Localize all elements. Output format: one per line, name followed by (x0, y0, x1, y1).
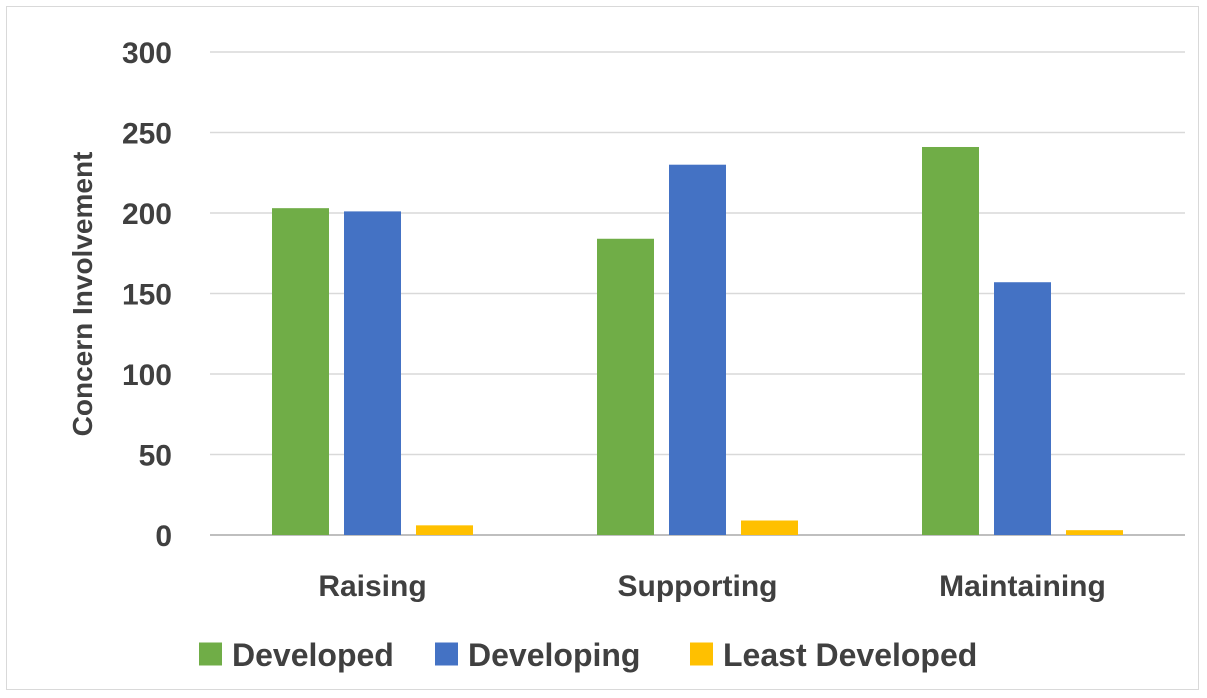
bar-supporting-least-developed (741, 520, 798, 535)
y-axis-title: Concern Involvement (67, 152, 98, 437)
bar-maintaining-developing (994, 282, 1051, 535)
x-category-label: Maintaining (939, 570, 1106, 603)
y-tick-label: 100 (122, 359, 172, 392)
y-tick-label: 150 (122, 279, 172, 312)
y-tick-label: 250 (122, 118, 172, 151)
legend-label: Developing (468, 637, 640, 673)
y-tick-labels: 0 50 100 150 200 250 300 (122, 37, 172, 553)
y-tick-label: 300 (122, 37, 172, 70)
x-category-label: Supporting (618, 570, 778, 603)
legend-swatch-developing (435, 642, 458, 666)
bar-raising-least-developed (416, 525, 473, 535)
legend-swatch-least-developed (690, 642, 713, 666)
bar-supporting-developing (669, 164, 726, 535)
x-category-labels: Raising Supporting Maintaining (318, 570, 1106, 603)
bars (272, 146, 1123, 536)
legend: Developed Developing Least Developed (199, 637, 977, 673)
y-tick-label: 0 (155, 520, 172, 553)
bar-maintaining-least-developed (1066, 530, 1123, 535)
legend-swatch-developed (199, 642, 222, 666)
x-category-label: Raising (318, 570, 426, 603)
y-tick-label: 200 (122, 198, 172, 231)
legend-label: Developed (232, 637, 394, 673)
legend-label: Least Developed (723, 637, 977, 673)
y-tick-label: 50 (139, 440, 172, 473)
bar-raising-developed (272, 208, 329, 536)
bar-raising-developing (344, 211, 401, 535)
bar-supporting-developed (597, 238, 654, 535)
bar-maintaining-developed (922, 146, 979, 536)
